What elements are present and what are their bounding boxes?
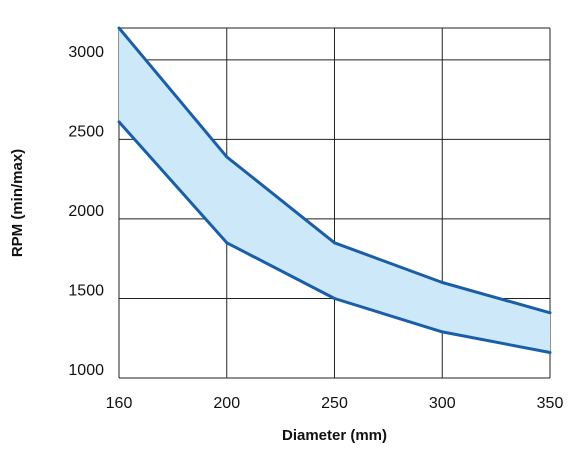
data-point-max	[225, 155, 229, 159]
data-point-max	[548, 311, 552, 315]
y-axis-title: RPM (min/max)	[9, 149, 26, 257]
x-tick-labels: 160 200 250 300 350	[106, 395, 564, 412]
y-tick-label: 2000	[68, 203, 104, 220]
rpm-range-band	[119, 28, 550, 353]
x-tick-label: 300	[429, 395, 456, 412]
data-point-max	[117, 26, 121, 30]
data-point-min	[117, 120, 121, 124]
x-tick-label: 350	[537, 395, 564, 412]
x-tick-label: 250	[321, 395, 348, 412]
data-point-min	[333, 296, 336, 300]
y-tick-labels: 1000 1500 2000 2500 3000	[68, 44, 104, 379]
y-tick-label: 3000	[68, 44, 104, 61]
grid-lines	[118, 27, 551, 379]
x-axis-title: Diameter (mm)	[282, 427, 387, 444]
data-point-min	[548, 351, 552, 355]
y-tick-label: 1500	[68, 282, 104, 299]
y-tick-label: 1000	[68, 362, 104, 379]
data-point-min	[440, 330, 444, 334]
data-point-max	[333, 241, 336, 245]
y-tick-label: 2500	[68, 123, 104, 140]
x-tick-label: 200	[213, 395, 240, 412]
data-point-min	[225, 241, 229, 245]
x-tick-label: 160	[106, 395, 133, 412]
data-point-max	[440, 281, 444, 285]
